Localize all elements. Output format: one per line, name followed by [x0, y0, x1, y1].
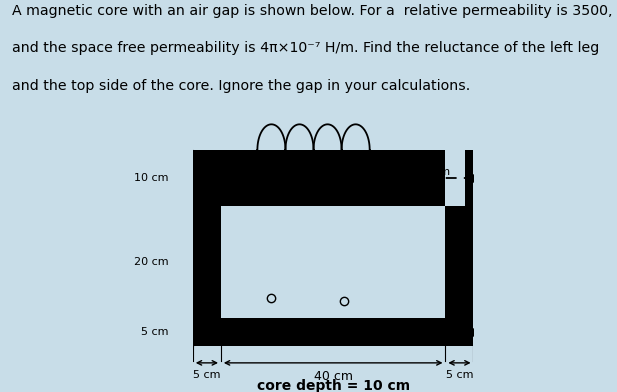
Bar	[193, 150, 473, 346]
Text: 5 cm: 5 cm	[193, 370, 221, 379]
Bar	[221, 206, 445, 318]
Text: 20 cm: 20 cm	[134, 257, 168, 267]
Text: core depth = 10 cm: core depth = 10 cm	[257, 379, 410, 392]
Text: 10 cm: 10 cm	[135, 172, 168, 183]
Bar	[445, 150, 465, 206]
Point	[188, 174, 198, 181]
Text: N: N	[304, 162, 317, 177]
Text: 40 cm: 40 cm	[313, 370, 353, 383]
Point	[188, 329, 198, 335]
Point	[468, 174, 478, 181]
Text: $\bar{i}$: $\bar{i}$	[277, 165, 283, 181]
Bar	[221, 206, 445, 318]
Text: 5 cm: 5 cm	[445, 370, 473, 379]
Text: and the space free permeability is 4π×10⁻⁷ H/m. Find the reluctance of the left : and the space free permeability is 4π×10…	[12, 42, 600, 55]
Text: 5 cm: 5 cm	[141, 327, 168, 337]
Text: A magnetic core with an air gap is shown below. For a  relative permeability is : A magnetic core with an air gap is shown…	[12, 4, 613, 18]
Text: and the top side of the core. Ignore the gap in your calculations.: and the top side of the core. Ignore the…	[12, 79, 471, 93]
Point	[468, 329, 478, 335]
Bar	[193, 150, 473, 346]
Text: 0.1 cm
gap: 0.1 cm gap	[412, 167, 450, 189]
